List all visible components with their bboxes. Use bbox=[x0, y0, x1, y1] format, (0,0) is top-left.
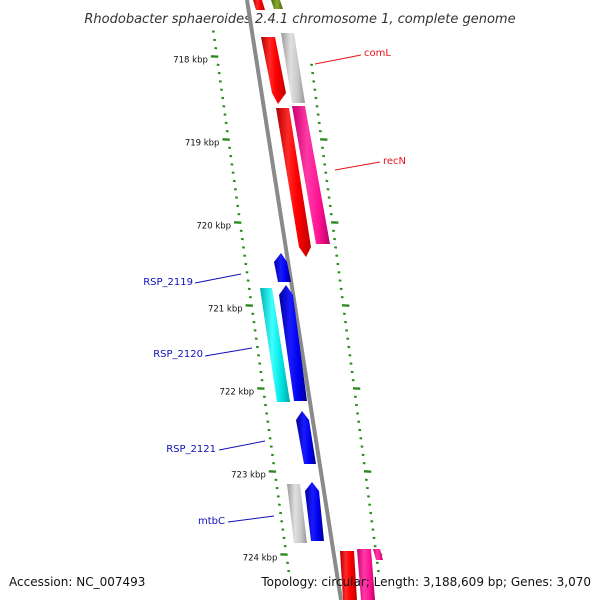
scale-labels: 718 kbp 719 kbp 720 kbp 721 kbp 722 kbp 723 k… bbox=[173, 56, 277, 564]
leader-RSP_2121 bbox=[218, 440, 266, 451]
gene-arrow-comL bbox=[261, 37, 286, 104]
scale-label: 721 kbp bbox=[208, 305, 243, 315]
scale-label: 718 kbp bbox=[173, 56, 208, 66]
gene-stub-olive-top bbox=[271, 0, 283, 9]
gene-labels: comL recN RSP_2119 RSP_2120 RSP_2121 mtb… bbox=[143, 48, 406, 527]
scale-label: 720 kbp bbox=[196, 222, 231, 232]
scale-label: 724 kbp bbox=[243, 554, 278, 564]
leader-mtbC bbox=[227, 515, 275, 523]
chromosome-backbone bbox=[245, 0, 343, 600]
gene-label-comL: comL bbox=[364, 48, 391, 59]
scale-label: 723 kbp bbox=[231, 471, 266, 481]
gene-arrow-gray-1 bbox=[281, 33, 305, 103]
gene-arrow-red-bottom bbox=[340, 551, 357, 600]
gene-label-mtbC: mtbC bbox=[198, 516, 225, 527]
accession-text: Accession: NC_007493 bbox=[9, 575, 145, 589]
gene-arrow-RSP_2119 bbox=[274, 253, 291, 282]
gene-label-lines bbox=[194, 54, 381, 523]
genome-summary-text: Topology: circular; Length: 3,188,609 bp… bbox=[260, 575, 591, 589]
gene-label-RSP_2119: RSP_2119 bbox=[143, 277, 193, 288]
gene-arrow-pink-bottom bbox=[357, 549, 375, 600]
leader-RSP_2120 bbox=[204, 347, 253, 357]
gene-label-recN: recN bbox=[383, 156, 406, 167]
gene-arrow-blue-2 bbox=[279, 285, 307, 401]
gene-arrow-RSP_2120 bbox=[260, 288, 290, 402]
leader-comL bbox=[314, 54, 362, 65]
top-gene-stubs bbox=[253, 0, 283, 10]
scale-label: 719 kbp bbox=[185, 139, 220, 149]
gene-stub-pink-right bbox=[373, 549, 383, 560]
gene-arrow-blue-3 bbox=[305, 482, 324, 541]
leader-RSP_2119 bbox=[194, 273, 242, 284]
scale-label: 722 kbp bbox=[220, 388, 255, 398]
gene-label-RSP_2120: RSP_2120 bbox=[153, 349, 203, 360]
map-title: Rhodobacter sphaeroides 2.4.1 chromosome… bbox=[84, 12, 515, 27]
gene-label-RSP_2121: RSP_2121 bbox=[166, 444, 216, 455]
leader-recN bbox=[334, 161, 381, 171]
gene-arrow-mtbC bbox=[287, 484, 307, 543]
gene-arrows bbox=[260, 33, 383, 600]
gene-arrow-RSP_2121 bbox=[296, 411, 316, 464]
gene-stub-red-top bbox=[253, 0, 265, 10]
gene-arrow-recN bbox=[292, 106, 330, 244]
gene-arrow-red-2 bbox=[276, 108, 311, 257]
